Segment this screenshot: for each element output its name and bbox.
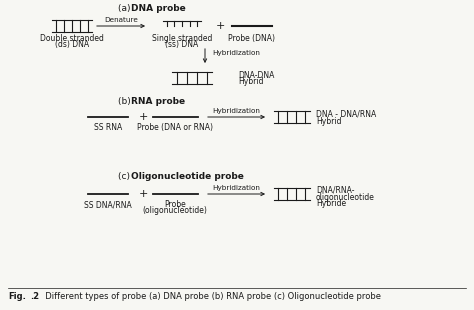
Text: Different types of probe (a) DNA probe (b) RNA probe (c) Oligonucleotide probe: Different types of probe (a) DNA probe (…	[40, 292, 381, 301]
Text: (b): (b)	[118, 97, 134, 106]
Text: DNA/RNA-: DNA/RNA-	[316, 185, 355, 194]
Text: DNA-DNA: DNA-DNA	[238, 70, 274, 79]
Text: oligonucleotide: oligonucleotide	[316, 193, 375, 202]
Text: Fig.: Fig.	[8, 292, 26, 301]
Text: RNA probe: RNA probe	[131, 97, 185, 106]
Text: SS DNA/RNA: SS DNA/RNA	[84, 200, 132, 209]
Text: Double stranded: Double stranded	[40, 34, 104, 43]
Text: (a): (a)	[118, 4, 133, 13]
Text: Hybrid: Hybrid	[238, 78, 264, 86]
Text: Single stranded: Single stranded	[152, 34, 212, 43]
Text: DNA - DNA/RNA: DNA - DNA/RNA	[316, 109, 376, 118]
Text: (oligonucleotide): (oligonucleotide)	[143, 206, 208, 215]
Text: (ds) DNA: (ds) DNA	[55, 40, 89, 49]
Text: (ss) DNA: (ss) DNA	[165, 40, 199, 49]
Text: +: +	[138, 189, 148, 199]
Text: .2: .2	[30, 292, 39, 301]
Text: Hybridization: Hybridization	[212, 185, 260, 191]
Text: +: +	[215, 21, 225, 31]
Text: Hybrid: Hybrid	[316, 117, 341, 126]
Text: Denature: Denature	[104, 17, 138, 23]
Text: Probe (DNA): Probe (DNA)	[228, 34, 275, 43]
Text: DNA probe: DNA probe	[131, 4, 186, 13]
Text: Hybridization: Hybridization	[212, 108, 260, 114]
Text: Probe: Probe	[164, 200, 186, 209]
Text: Hybride: Hybride	[316, 200, 346, 209]
Text: Oligonucleotide probe: Oligonucleotide probe	[131, 172, 244, 181]
Text: Hybridization: Hybridization	[212, 50, 260, 56]
Text: +: +	[138, 112, 148, 122]
Text: SS RNA: SS RNA	[94, 123, 122, 132]
Text: Probe (DNA or RNA): Probe (DNA or RNA)	[137, 123, 213, 132]
Text: (c): (c)	[118, 172, 133, 181]
